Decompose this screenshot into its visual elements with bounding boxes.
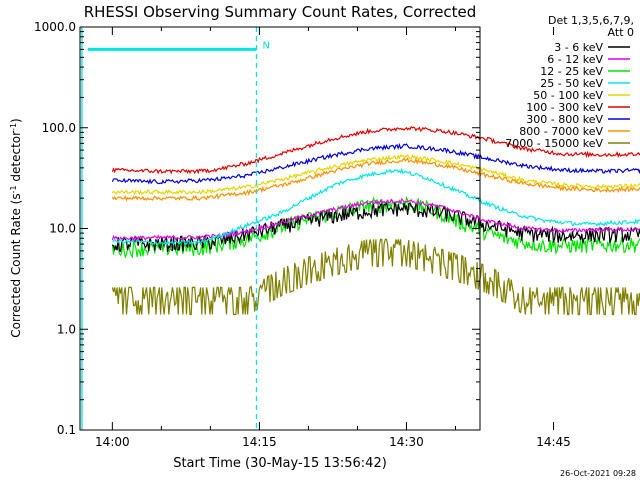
- legend-entry-label: 3 - 6 keV: [554, 41, 603, 54]
- legend-header-line: Att 0: [608, 26, 634, 39]
- legend-entry-label: 12 - 25 keV: [540, 65, 603, 78]
- series-line-segment-1: [111, 197, 640, 242]
- series-7000-15000-kev: [111, 238, 640, 316]
- y-tick-label: 0.1: [57, 423, 76, 437]
- series-100-300-kev: [111, 125, 640, 175]
- y-tick-label: 1000.0: [34, 20, 76, 34]
- series-line-segment-1: [111, 125, 640, 175]
- x-tick-label: 14:45: [536, 435, 571, 449]
- series-6-12-kev: [111, 197, 640, 242]
- legend-entry-label: 100 - 300 keV: [526, 101, 603, 114]
- x-axis-label: Start Time (30-May-15 13:56:42): [173, 456, 387, 471]
- legend-entry-label: 300 - 800 keV: [526, 113, 603, 126]
- series-25-50-kev: [112, 167, 640, 247]
- axis-layer: 14:0014:1514:3014:4515:0015:1515:300.11.…: [34, 20, 571, 449]
- series-layer: [111, 125, 640, 316]
- legend-entry-label: 25 - 50 keV: [540, 77, 603, 90]
- legend-entry-label: 7000 - 15000 keV: [505, 137, 603, 150]
- chart-title: RHESSI Observing Summary Count Rates, Co…: [84, 3, 477, 21]
- x-tick-label: 14:15: [242, 435, 277, 449]
- legend-entry-label: 50 - 100 keV: [533, 89, 603, 102]
- y-tick-label: 1.0: [57, 322, 76, 336]
- series-line-segment-1: [111, 196, 640, 259]
- footer-date: 26-Oct-2021 09:28: [560, 469, 636, 478]
- y-axis-label: Corrected Count Rate (s-1 detector-1): [9, 118, 24, 337]
- y-tick-label: 100.0: [42, 121, 76, 135]
- series-12-25-kev: [111, 196, 640, 259]
- series-300-800-kev: [111, 142, 640, 185]
- legend-entry-label: 800 - 7000 keV: [519, 125, 603, 138]
- series-line-segment-1: [112, 167, 640, 247]
- legend-header-line: Det 1,3,5,6,7,9,: [548, 14, 634, 27]
- series-line-segment-1: [111, 156, 640, 202]
- legend-entry-label: 6 - 12 keV: [547, 53, 603, 66]
- x-tick-label: 14:30: [389, 435, 424, 449]
- series-800-7000-kev: [111, 156, 640, 202]
- x-tick-label: 14:00: [95, 435, 130, 449]
- marker-label-N: N: [262, 40, 269, 51]
- series-line-segment-1: [111, 238, 640, 316]
- y-tick-label: 10.0: [49, 222, 76, 236]
- series-line-segment-1: [111, 142, 640, 185]
